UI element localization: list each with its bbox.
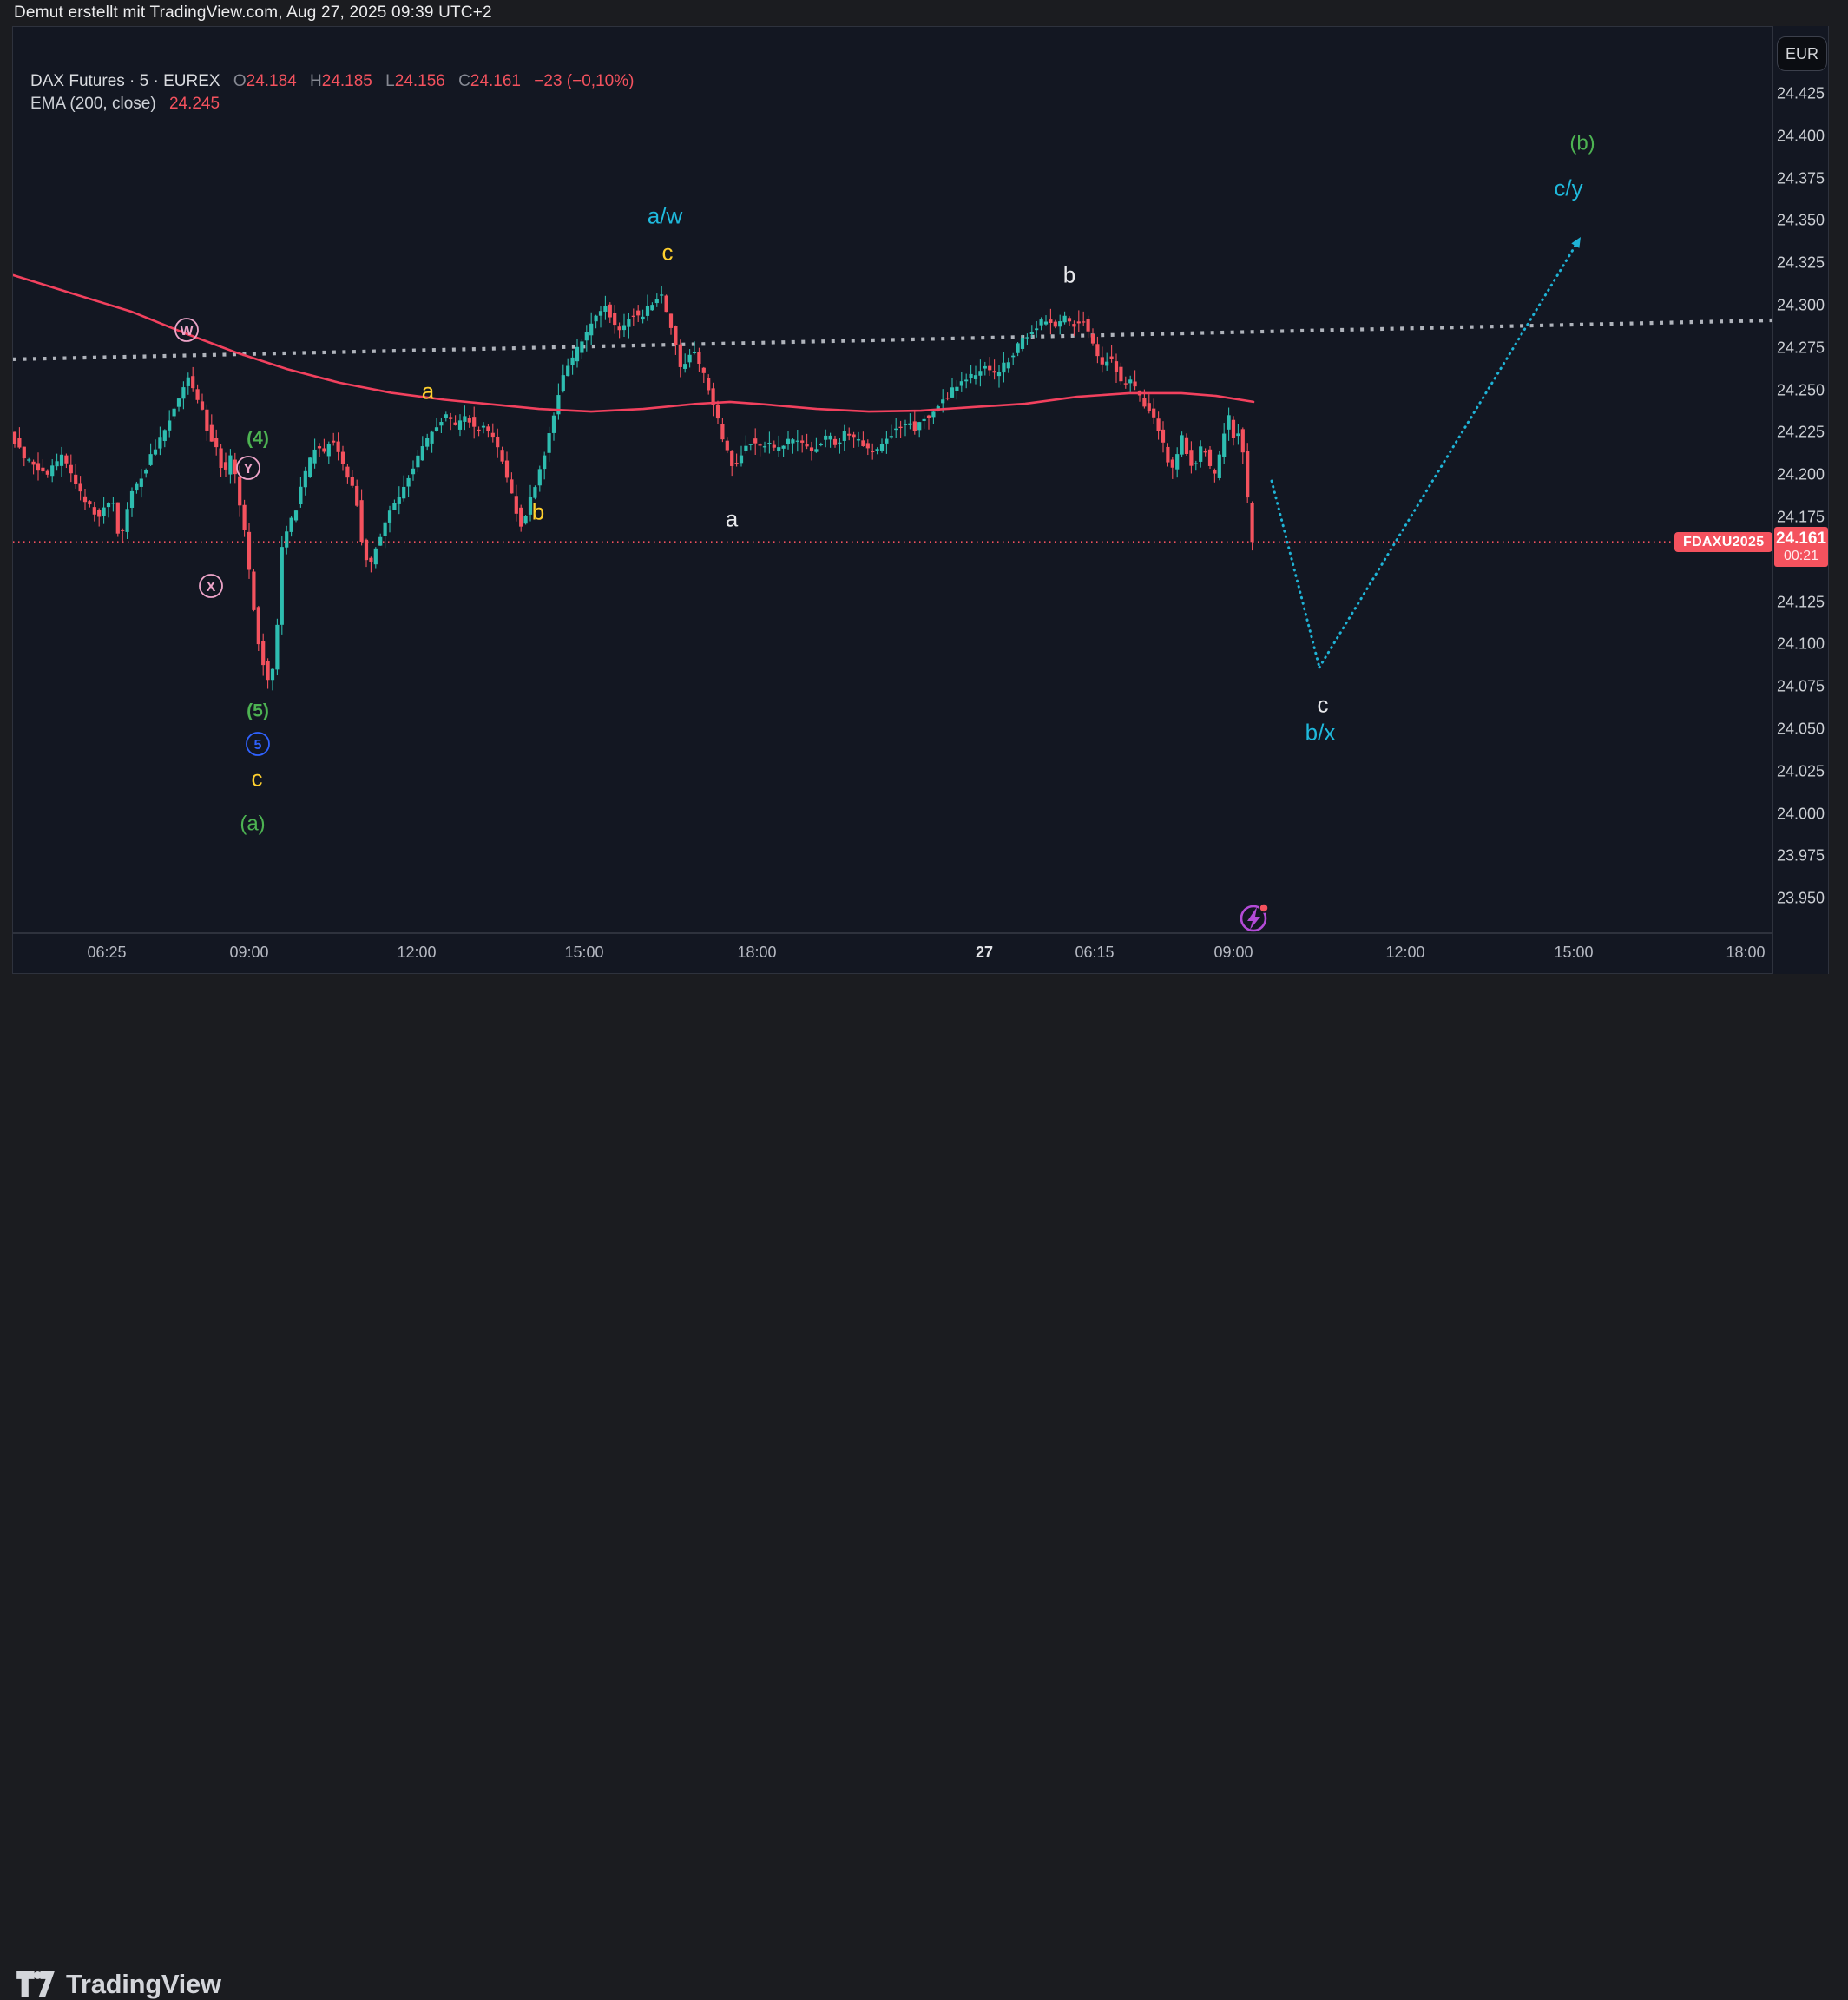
tradingview-logo[interactable]: TradingView (16, 1969, 221, 2000)
chart-legend: DAX Futures · 5 · EUREX O24.184 H24.185 … (30, 70, 634, 115)
wave-label[interactable]: (a) (240, 812, 265, 836)
price-tick: 24.025 (1776, 762, 1825, 780)
price-tick: 24.050 (1776, 720, 1825, 738)
currency-button[interactable]: EUR (1777, 36, 1827, 71)
wave-label-circle[interactable] (199, 574, 223, 598)
price-tick: 23.975 (1776, 846, 1825, 865)
candles (13, 286, 1254, 691)
open-value: 24.184 (246, 72, 297, 90)
projection-line[interactable] (1318, 235, 1582, 669)
open-label: O (233, 72, 247, 90)
price-tick: 24.175 (1776, 508, 1825, 526)
wave-label[interactable]: 5 (254, 738, 262, 753)
time-label: 06:25 (87, 944, 127, 961)
wave-label[interactable]: a (422, 378, 435, 404)
wave-label[interactable]: c (1318, 691, 1329, 717)
wave-label[interactable]: X (207, 580, 216, 595)
time-label: 18:00 (1726, 944, 1766, 961)
wave-label-circle[interactable] (246, 732, 270, 756)
time-label: 12:00 (1385, 944, 1425, 961)
change-value: −23 (−0,10%) (534, 72, 635, 90)
time-axis[interactable]: 06:25 09:00 12:00 15:00 18:00 27 06:15 09:00 12:… (12, 933, 1772, 974)
price-tick: 24.100 (1776, 635, 1825, 653)
wave-label-circle[interactable] (236, 456, 260, 480)
attribution-bar: Demut erstellt mit TradingView.com, Aug … (0, 0, 1848, 26)
indicator-name[interactable]: EMA (200, close) (30, 95, 156, 113)
price-tick: 24.325 (1776, 253, 1825, 272)
price-tick: 24.225 (1776, 423, 1825, 441)
lightning-marker-icon[interactable] (1240, 903, 1269, 932)
indicator-value: 24.245 (168, 95, 220, 113)
high-label: H (310, 72, 322, 90)
price-tick: 24.200 (1776, 465, 1825, 484)
time-label: 09:00 (229, 944, 269, 961)
price-tick: 24.000 (1776, 805, 1825, 823)
price-tick: 24.425 (1776, 84, 1825, 102)
time-label: 09:00 (1213, 944, 1253, 961)
price-tick: 24.275 (1776, 339, 1825, 357)
legend-row-indicator: EMA (200, close) 24.245 (30, 93, 634, 115)
time-label: 12:00 (397, 944, 437, 961)
time-label: 27 (975, 944, 994, 961)
time-label: 06:15 (1075, 944, 1115, 961)
ema-line (13, 273, 1255, 413)
legend-row-symbol: DAX Futures · 5 · EUREX O24.184 H24.185 … (30, 70, 634, 93)
wave-label-circle[interactable] (174, 318, 199, 342)
close-label: C (458, 72, 470, 90)
wave-label[interactable]: W (180, 324, 194, 339)
price-axis[interactable]: EUR 24.425 24.400 24.375 24.350 24.325 24.300… (1772, 26, 1829, 974)
time-label: 15:00 (1554, 944, 1594, 961)
price-tick: 23.950 (1776, 889, 1825, 907)
tradingview-logo-text: TradingView (66, 1969, 221, 1999)
wave-label[interactable]: b (1063, 261, 1075, 287)
bottom-bar: TradingView (0, 974, 1848, 1999)
wave-label[interactable]: Y (244, 462, 253, 477)
price-tick: 24.350 (1776, 211, 1825, 229)
wave-label[interactable]: c/y (1554, 174, 1582, 201)
chart-panel[interactable]: W (4) Y X (5) 5 c (a) a b a/w c a b c b/x (b) c/y DAX Fut… (12, 26, 1773, 934)
symbol-title[interactable]: DAX Futures · 5 · EUREX (30, 72, 220, 90)
price-tick: 24.375 (1776, 169, 1825, 188)
wave-label[interactable]: (4) (247, 429, 269, 449)
price-tick: 24.125 (1776, 593, 1825, 611)
wave-label[interactable]: a/w (648, 202, 683, 228)
attribution-text: Demut erstellt mit TradingView.com, Aug … (14, 3, 492, 22)
wave-label[interactable]: b/x (1305, 719, 1336, 745)
projection-line[interactable] (1270, 479, 1321, 669)
close-value: 24.161 (470, 72, 522, 90)
wave-label[interactable]: b (532, 498, 544, 524)
wave-label[interactable]: c (252, 765, 263, 791)
price-tick: 24.300 (1776, 296, 1825, 314)
projection-arrowhead (1571, 236, 1581, 248)
time-label: 18:00 (737, 944, 777, 961)
dotted-trendline[interactable] (13, 318, 1772, 362)
wave-label[interactable]: (b) (1569, 132, 1595, 155)
current-price: 24.161 (1775, 530, 1827, 549)
series-tag: FDAXU2025 (1674, 532, 1773, 553)
tradingview-logo-icon (16, 1971, 55, 1997)
low-label: L (385, 72, 395, 90)
price-tick: 24.250 (1776, 381, 1825, 399)
current-price-tag: 24.161 00:21 (1774, 527, 1828, 568)
time-label: 15:00 (564, 944, 604, 961)
wave-label[interactable]: (5) (247, 701, 269, 721)
low-value: 24.156 (394, 72, 445, 90)
wave-label[interactable]: c (662, 239, 674, 265)
bar-countdown: 00:21 (1783, 549, 1819, 564)
price-tick: 24.075 (1776, 677, 1825, 695)
high-value: 24.185 (321, 72, 372, 90)
wave-label[interactable]: a (726, 505, 739, 531)
price-tick: 24.400 (1776, 127, 1825, 145)
